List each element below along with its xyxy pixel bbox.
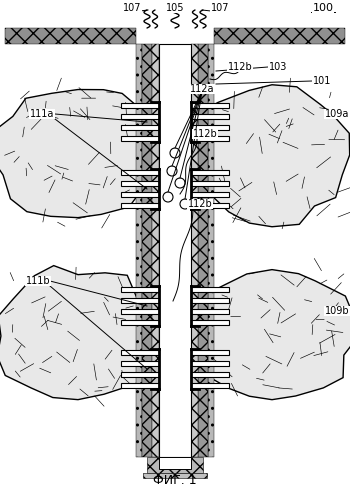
Bar bbox=[208, 44, 214, 457]
Bar bbox=[198, 44, 208, 457]
Bar bbox=[143, 473, 207, 478]
Bar bbox=[191, 192, 229, 197]
Bar bbox=[121, 361, 159, 366]
Bar bbox=[191, 136, 229, 141]
Bar bbox=[191, 298, 229, 303]
PathPatch shape bbox=[190, 269, 350, 400]
Bar bbox=[121, 192, 159, 197]
Circle shape bbox=[163, 192, 173, 202]
Text: ФИГ. 1: ФИГ. 1 bbox=[153, 475, 197, 488]
Bar bbox=[121, 170, 159, 175]
Bar bbox=[191, 350, 229, 355]
Text: 109b: 109b bbox=[325, 306, 349, 316]
Bar bbox=[191, 309, 229, 314]
Bar bbox=[121, 383, 159, 388]
Bar bbox=[121, 372, 159, 377]
Bar bbox=[121, 103, 159, 108]
Bar bbox=[191, 320, 229, 325]
Text: 100: 100 bbox=[313, 3, 334, 13]
Text: 101: 101 bbox=[313, 76, 331, 86]
PathPatch shape bbox=[0, 89, 169, 218]
Bar bbox=[191, 103, 229, 108]
Bar bbox=[191, 203, 229, 208]
Bar bbox=[121, 350, 159, 355]
PathPatch shape bbox=[187, 85, 350, 227]
Text: 107: 107 bbox=[211, 3, 229, 13]
Text: 103: 103 bbox=[269, 62, 287, 72]
Bar bbox=[191, 170, 229, 175]
Bar bbox=[159, 44, 191, 457]
Bar bbox=[191, 114, 229, 119]
Circle shape bbox=[180, 199, 190, 209]
Bar bbox=[121, 203, 159, 208]
Circle shape bbox=[170, 148, 180, 158]
Bar bbox=[191, 44, 198, 457]
Text: 111a: 111a bbox=[30, 109, 54, 119]
Text: 105: 105 bbox=[166, 3, 184, 13]
Bar bbox=[191, 125, 229, 130]
Bar bbox=[5, 28, 136, 44]
Bar bbox=[121, 309, 159, 314]
Text: 112b: 112b bbox=[193, 129, 217, 139]
Text: 111b: 111b bbox=[26, 276, 50, 286]
Bar bbox=[191, 372, 229, 377]
Bar bbox=[136, 44, 142, 457]
Text: 112a: 112a bbox=[190, 84, 214, 94]
Circle shape bbox=[175, 178, 185, 188]
Bar bbox=[191, 383, 229, 388]
Text: 112b: 112b bbox=[228, 62, 252, 72]
Bar bbox=[121, 320, 159, 325]
PathPatch shape bbox=[0, 265, 163, 400]
Bar bbox=[191, 181, 229, 186]
Text: 112b: 112b bbox=[188, 199, 212, 209]
Text: 109a: 109a bbox=[325, 109, 349, 119]
Bar bbox=[121, 114, 159, 119]
Bar bbox=[191, 287, 229, 292]
Bar bbox=[121, 136, 159, 141]
Bar bbox=[142, 44, 152, 457]
Bar bbox=[121, 125, 159, 130]
Text: 107: 107 bbox=[123, 3, 141, 13]
Circle shape bbox=[167, 166, 177, 176]
Bar bbox=[191, 361, 229, 366]
Bar bbox=[121, 298, 159, 303]
Bar bbox=[121, 181, 159, 186]
Bar bbox=[121, 287, 159, 292]
Bar bbox=[159, 457, 191, 469]
Bar bbox=[152, 44, 159, 457]
Bar bbox=[214, 28, 345, 44]
Bar bbox=[147, 457, 203, 473]
